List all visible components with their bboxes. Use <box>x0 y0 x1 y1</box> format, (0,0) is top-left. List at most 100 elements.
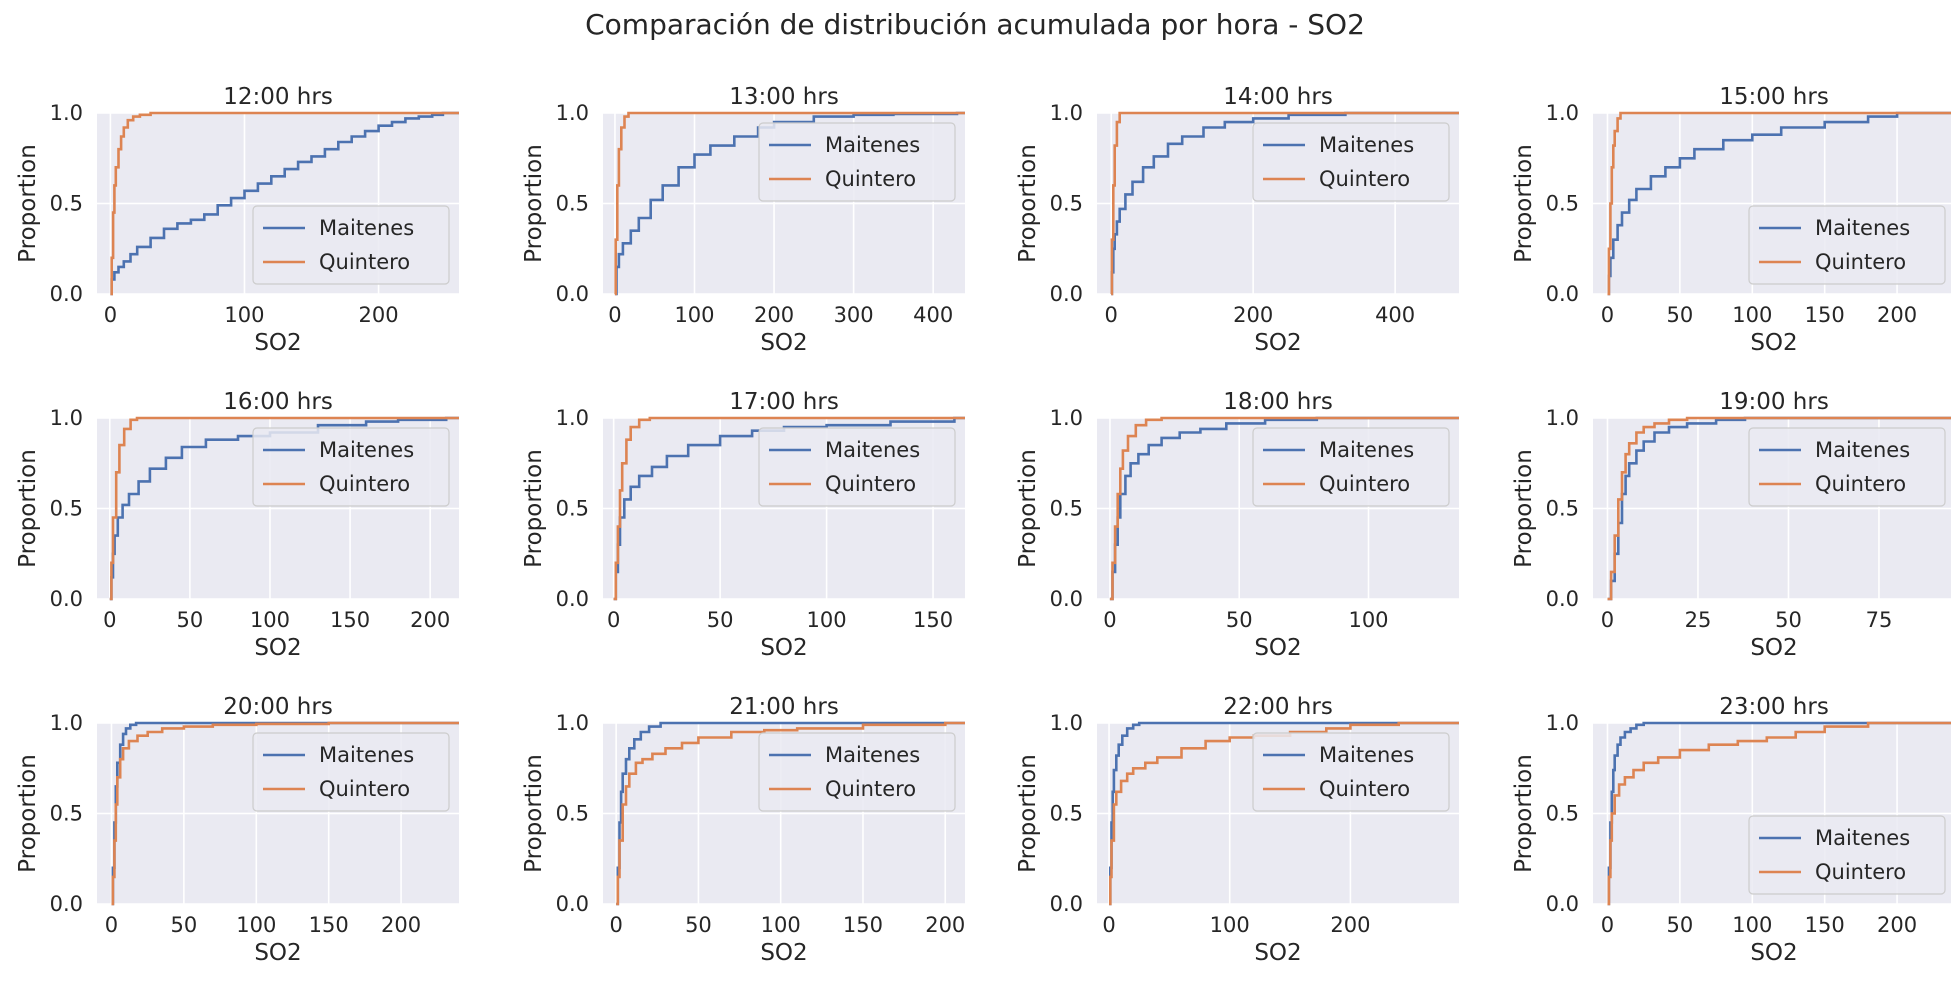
x-tick-label: 0 <box>1102 913 1115 937</box>
y-axis-label: Proportion <box>15 449 41 568</box>
series-line-quintero <box>614 111 965 296</box>
legend-label: Quintero <box>319 250 410 274</box>
y-tick-label: 1.0 <box>1546 406 1579 430</box>
subplot: 0 100 200 0.0 0.5 1.0 22:00 hrs SO2 Proportion Ma… <box>1015 694 1459 966</box>
x-tick-label: 150 <box>843 913 883 937</box>
y-tick-label: 1.0 <box>556 711 589 735</box>
y-tick-label: 1.0 <box>556 406 589 430</box>
x-tick-label: 0 <box>1601 913 1614 937</box>
legend-box <box>252 205 450 285</box>
series-line-quintero <box>613 416 965 601</box>
series-line-maitenes <box>614 111 965 296</box>
x-tick-label: 50 <box>685 913 712 937</box>
x-tick-label: 0 <box>1103 608 1116 632</box>
x-axis-label: SO2 <box>1254 635 1301 661</box>
legend-label: Quintero <box>1319 472 1410 496</box>
series-line-quintero <box>1607 111 1951 296</box>
legend-box <box>1252 732 1450 812</box>
legend-box <box>758 427 956 507</box>
y-tick-label: 1.0 <box>1546 101 1579 125</box>
legend: Maitenes Quintero <box>1252 427 1450 507</box>
x-tick-label: 0 <box>608 303 621 327</box>
subplot-title: 20:00 hrs <box>223 694 333 720</box>
legend: Maitenes Quintero <box>252 205 450 285</box>
legend-label: Quintero <box>825 777 916 801</box>
x-tick-label: 200 <box>1233 303 1273 327</box>
subplot-title: 15:00 hrs <box>1719 84 1829 110</box>
y-axis-label: Proportion <box>521 144 547 263</box>
legend-box <box>1748 205 1946 285</box>
legend: Maitenes Quintero <box>1748 427 1946 507</box>
x-tick-label: 150 <box>330 608 370 632</box>
y-tick-label: 0.5 <box>556 497 589 521</box>
subplot: 0 100 200 300 400 0.0 0.5 1.0 13:00 hrs SO2 Propor… <box>521 84 965 356</box>
legend-label: Maitenes <box>1815 826 1910 850</box>
subplot: 0 50 100 0.0 0.5 1.0 18:00 hrs SO2 Proportion Mai… <box>1015 389 1459 661</box>
x-axis-label: SO2 <box>254 330 301 356</box>
series-line-maitenes <box>613 416 965 601</box>
y-tick-label: 1.0 <box>50 406 83 430</box>
x-tick-label: 50 <box>171 913 198 937</box>
y-tick-label: 0.0 <box>556 892 589 916</box>
x-tick-label: 50 <box>1226 608 1253 632</box>
x-tick-label: 100 <box>1732 303 1772 327</box>
legend-label: Maitenes <box>825 743 920 767</box>
y-tick-label: 0.0 <box>1050 892 1083 916</box>
series-line-quintero <box>110 111 459 296</box>
y-tick-label: 0.0 <box>50 587 83 611</box>
x-tick-label: 200 <box>1877 913 1917 937</box>
y-tick-label: 0.0 <box>1546 892 1579 916</box>
legend-label: Maitenes <box>319 743 414 767</box>
x-tick-label: 0 <box>607 608 620 632</box>
y-axis-label: Proportion <box>1511 144 1537 263</box>
legend-box <box>1748 815 1946 895</box>
y-tick-label: 1.0 <box>50 101 83 125</box>
x-tick-label: 100 <box>761 913 801 937</box>
x-tick-label: 100 <box>236 913 276 937</box>
y-axis-label: Proportion <box>15 754 41 873</box>
y-tick-label: 0.5 <box>1050 802 1083 826</box>
x-tick-label: 25 <box>1685 608 1712 632</box>
x-axis-label: SO2 <box>760 330 807 356</box>
subplot: 0 50 100 150 200 0.0 0.5 1.0 21:00 hrs SO2 Proport… <box>521 694 965 966</box>
y-axis-label: Proportion <box>15 144 41 263</box>
legend-box <box>1252 427 1450 507</box>
subplot: 0 50 100 150 200 0.0 0.5 1.0 20:00 hrs SO2 Proport… <box>15 694 459 966</box>
x-axis-label: SO2 <box>254 940 301 966</box>
series-line-maitenes <box>109 416 459 601</box>
subplot-title: 14:00 hrs <box>1223 84 1333 110</box>
legend-label: Quintero <box>319 472 410 496</box>
y-axis-label: Proportion <box>1015 144 1041 263</box>
y-tick-label: 1.0 <box>1050 406 1083 430</box>
subplot-title: 12:00 hrs <box>223 84 333 110</box>
legend: Maitenes Quintero <box>252 732 450 812</box>
legend: Maitenes Quintero <box>758 427 956 507</box>
legend-label: Maitenes <box>1319 743 1414 767</box>
legend-label: Maitenes <box>1815 216 1910 240</box>
x-axis-label: SO2 <box>1254 940 1301 966</box>
y-tick-label: 0.5 <box>1546 497 1579 521</box>
subplot: 0 25 50 75 0.0 0.5 1.0 19:00 hrs SO2 Proportion Ma… <box>1511 389 1951 661</box>
legend-box <box>252 732 450 812</box>
subplot-title: 23:00 hrs <box>1719 694 1829 720</box>
x-tick-label: 50 <box>177 608 204 632</box>
x-tick-label: 75 <box>1866 608 1893 632</box>
y-tick-label: 0.0 <box>1546 282 1579 306</box>
legend-label: Quintero <box>1815 472 1906 496</box>
legend-box <box>758 732 956 812</box>
x-axis-label: SO2 <box>1750 940 1797 966</box>
y-tick-label: 0.5 <box>50 192 83 216</box>
subplot-title: 22:00 hrs <box>1223 694 1333 720</box>
y-tick-label: 1.0 <box>1050 101 1083 125</box>
y-tick-label: 0.0 <box>556 587 589 611</box>
x-tick-label: 50 <box>1667 913 1694 937</box>
series-line-quintero <box>1109 721 1459 906</box>
subplot-title: 19:00 hrs <box>1719 389 1829 415</box>
figure-title: Comparación de distribución acumulada po… <box>585 8 1365 41</box>
x-tick-label: 100 <box>250 608 290 632</box>
x-tick-label: 50 <box>1775 608 1802 632</box>
x-tick-label: 0 <box>609 913 622 937</box>
y-tick-label: 0.5 <box>1050 192 1083 216</box>
series-line-maitenes <box>1607 721 1951 906</box>
